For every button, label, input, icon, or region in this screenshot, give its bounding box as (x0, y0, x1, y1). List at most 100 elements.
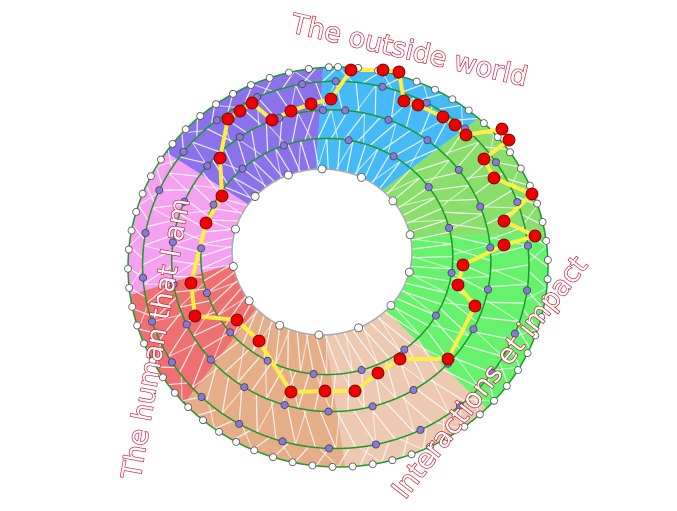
edge (344, 332, 354, 373)
edge (287, 143, 301, 172)
edge (293, 446, 310, 464)
edge (242, 168, 267, 188)
edge (400, 395, 433, 425)
edge (237, 356, 261, 384)
outer-node (170, 388, 179, 397)
edge (203, 228, 236, 233)
edge (317, 109, 332, 139)
edge (346, 140, 354, 173)
edge (319, 410, 337, 449)
edge (330, 109, 339, 139)
edge (435, 421, 462, 430)
edge (172, 275, 203, 278)
ring-node (155, 186, 164, 195)
inner-node (354, 323, 364, 333)
ring-node (488, 368, 497, 377)
edge (398, 438, 424, 451)
outer-node (479, 119, 488, 128)
inner-node (250, 192, 260, 201)
ring-node (167, 358, 176, 367)
edge (450, 235, 491, 246)
red-node (397, 94, 411, 108)
edge (369, 406, 396, 440)
edge (369, 122, 397, 146)
outer-node (502, 382, 511, 390)
ring-node (510, 329, 519, 338)
outer-node (138, 189, 147, 198)
ring-node (357, 366, 366, 375)
edge (132, 308, 151, 317)
red-node (188, 309, 202, 323)
edge (252, 160, 275, 183)
edge (298, 140, 302, 172)
ring-node (139, 273, 148, 282)
outer-node (475, 410, 484, 419)
edge (168, 172, 190, 193)
inner-node (314, 330, 324, 340)
ring-node (483, 285, 492, 294)
edge (467, 398, 495, 402)
ring-node (235, 133, 244, 142)
edge (452, 244, 491, 255)
edge (191, 366, 219, 389)
edge (304, 110, 316, 141)
ring-node (179, 147, 188, 156)
ring-node (389, 152, 398, 161)
edge (205, 365, 218, 402)
inner-hole (231, 168, 413, 336)
edge (410, 238, 453, 245)
edge (392, 177, 421, 202)
edge (250, 362, 273, 392)
edge (427, 159, 451, 186)
red-node (468, 299, 482, 313)
edge (241, 309, 258, 345)
edge (155, 342, 162, 368)
edge (401, 83, 424, 93)
outer-node (407, 450, 416, 459)
edge (300, 140, 311, 170)
outer-node (288, 458, 297, 467)
outer-node (431, 85, 439, 94)
edge (200, 245, 233, 258)
edge (489, 133, 495, 155)
edge (355, 84, 377, 112)
outer-node (388, 456, 397, 465)
outer-node (304, 65, 313, 73)
outer-node (506, 148, 514, 157)
outer-node (537, 313, 546, 321)
edge (146, 347, 166, 352)
edge (155, 159, 178, 168)
red-node (324, 92, 338, 106)
ring-node (423, 136, 432, 145)
edge (224, 186, 254, 200)
outer-node (124, 264, 132, 273)
red-node (221, 112, 235, 126)
edge (336, 411, 357, 448)
edge (221, 386, 245, 414)
red-node (456, 258, 470, 272)
edge (370, 160, 402, 183)
edge (326, 138, 329, 170)
edge (401, 290, 443, 306)
ring-node (445, 223, 454, 232)
edge (172, 233, 204, 246)
outer-node (523, 349, 532, 358)
edge (168, 172, 200, 177)
edge (270, 400, 277, 440)
outer-node (132, 207, 141, 216)
red-node (371, 366, 385, 380)
red-node (265, 113, 279, 127)
red-node (487, 171, 501, 185)
edge (429, 323, 470, 337)
outer-node (514, 366, 522, 374)
yellow-path (189, 68, 537, 394)
ring-node (263, 356, 272, 365)
ring-node (212, 116, 221, 125)
edge (451, 272, 488, 293)
edge (480, 206, 520, 209)
edge (206, 271, 236, 294)
red-node (436, 110, 450, 124)
edge (295, 409, 307, 445)
